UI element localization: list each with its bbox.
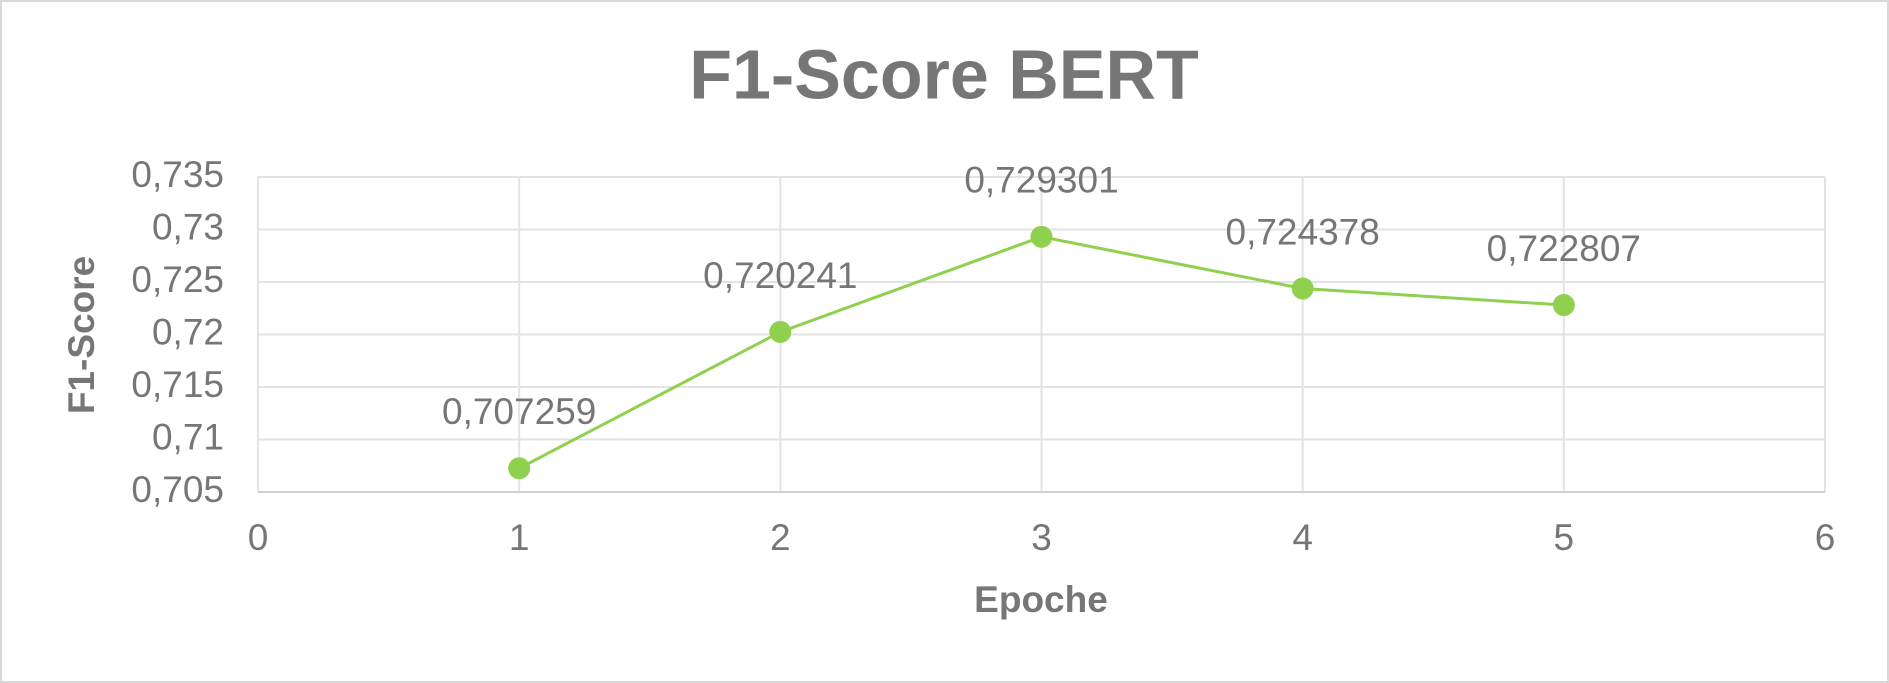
x-tick-label: 3: [1031, 517, 1052, 558]
data-point: [1291, 277, 1314, 300]
y-tick-label: 0,73: [152, 206, 224, 247]
data-label: 0,724378: [1226, 211, 1380, 252]
y-tick-label: 0,705: [131, 469, 224, 510]
x-tick-label: 2: [770, 517, 791, 558]
x-tick-label: 4: [1292, 517, 1313, 558]
data-point: [508, 457, 531, 480]
y-tick-label: 0,71: [152, 416, 224, 457]
x-axis-label: Epoche: [974, 579, 1108, 620]
data-label: 0,720241: [703, 255, 857, 296]
y-tick-label: 0,725: [131, 259, 224, 300]
data-point: [1552, 294, 1575, 317]
y-axis-label: F1-Score: [61, 256, 102, 414]
data-label: 0,707259: [442, 391, 596, 432]
x-tick-label: 0: [248, 517, 269, 558]
y-tick-label: 0,72: [152, 311, 224, 352]
y-tick-label: 0,715: [131, 364, 224, 405]
y-tick-label: 0,735: [131, 154, 224, 195]
chart-title: F1-Score BERT: [689, 35, 1199, 113]
x-tick-label: 1: [509, 517, 530, 558]
data-label: 0,729301: [964, 160, 1118, 201]
x-tick-label: 6: [1815, 517, 1836, 558]
data-label: 0,722807: [1487, 228, 1641, 269]
data-point: [769, 320, 792, 343]
data-point: [1030, 225, 1053, 248]
x-tick-label: 5: [1554, 517, 1575, 558]
